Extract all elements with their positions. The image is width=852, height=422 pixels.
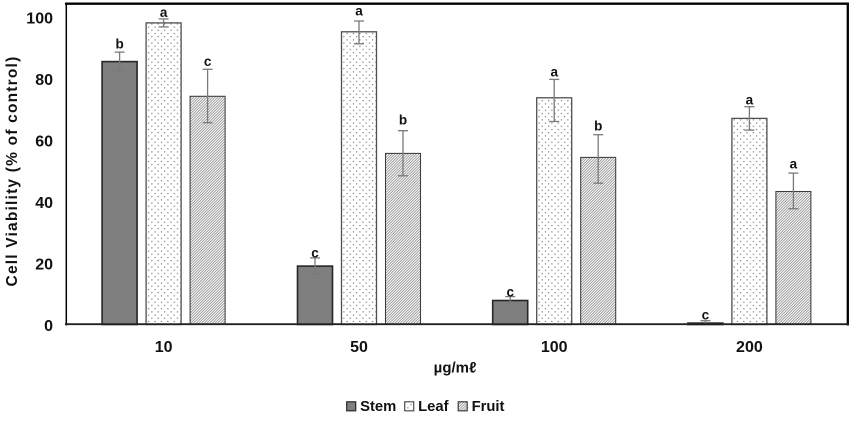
svg-text:80: 80 (35, 72, 53, 89)
svg-text:40: 40 (35, 195, 53, 212)
svg-text:Fruit: Fruit (472, 399, 505, 415)
svg-text:0: 0 (44, 318, 53, 335)
svg-text:µg/mℓ: µg/mℓ (434, 360, 477, 377)
svg-text:10: 10 (155, 339, 173, 356)
svg-text:b: b (115, 37, 123, 52)
svg-text:b: b (399, 113, 407, 128)
svg-text:60: 60 (35, 134, 53, 151)
svg-text:a: a (746, 93, 754, 108)
svg-text:c: c (204, 54, 212, 69)
svg-text:100: 100 (26, 11, 53, 28)
svg-text:b: b (594, 119, 602, 134)
svg-text:c: c (702, 308, 710, 323)
svg-text:50: 50 (350, 339, 368, 356)
svg-text:100: 100 (541, 339, 568, 356)
svg-text:20: 20 (35, 256, 53, 273)
svg-text:Stem: Stem (360, 399, 396, 415)
svg-text:Leaf: Leaf (418, 399, 448, 415)
svg-text:a: a (160, 5, 168, 20)
svg-text:a: a (550, 64, 558, 79)
svg-text:Cell Viability (% of control): Cell Viability (% of control) (4, 56, 21, 287)
svg-text:c: c (311, 246, 319, 261)
svg-text:a: a (790, 156, 798, 171)
svg-text:a: a (355, 4, 363, 19)
svg-text:200: 200 (736, 339, 763, 356)
svg-text:c: c (506, 285, 514, 300)
